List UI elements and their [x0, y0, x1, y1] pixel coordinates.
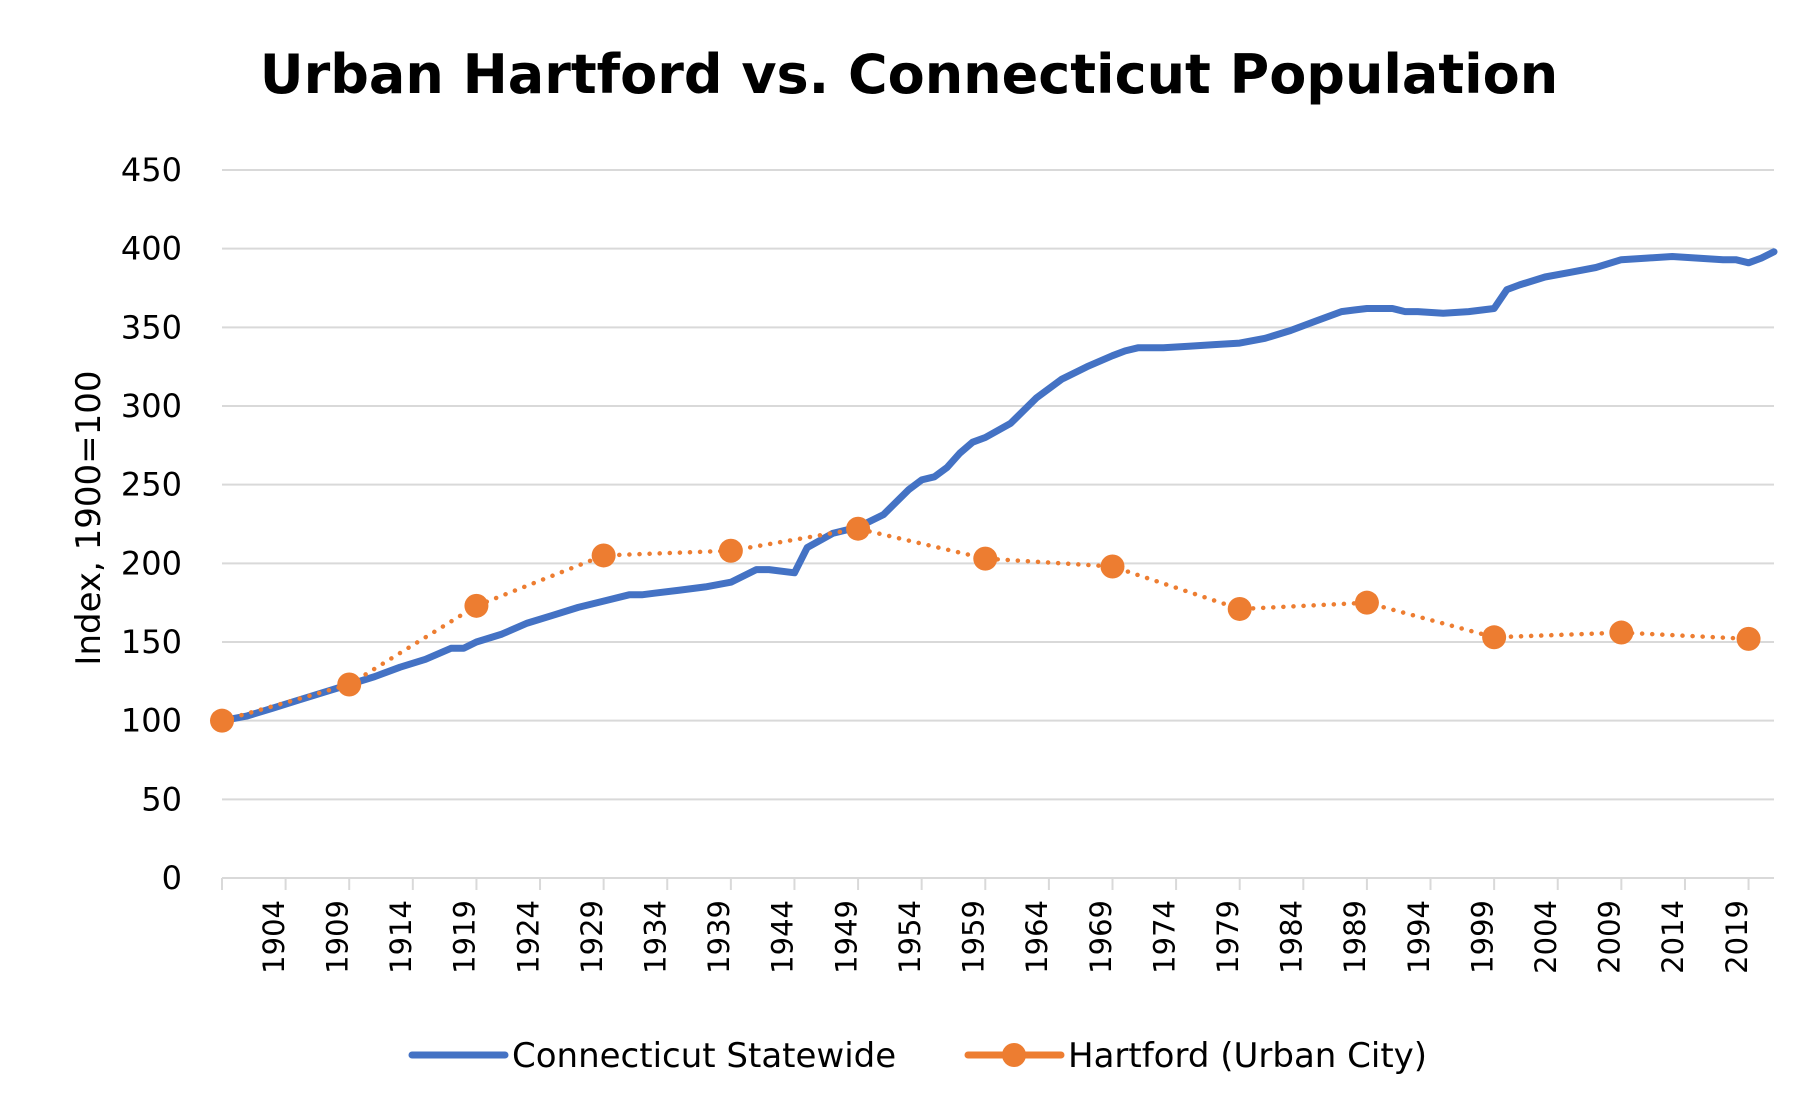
y-tick-label: 250 [121, 466, 182, 504]
data-point-hartford-urban-city [1736, 626, 1761, 651]
x-tick-label: 1954 [893, 900, 927, 974]
x-tick-label: 1999 [1465, 900, 1499, 974]
data-point-hartford-urban-city [464, 593, 489, 618]
series [210, 248, 1778, 733]
series-line-connecticut-statewide [218, 248, 1778, 725]
x-tick-label: 1934 [639, 900, 673, 974]
y-tick-label: 200 [121, 544, 182, 582]
x-tick-label: 1929 [575, 900, 609, 974]
x-tick-label: 1944 [766, 900, 800, 974]
chart-title: Urban Hartford vs. Connecticut Populatio… [260, 43, 1558, 106]
x-tick-label: 1984 [1275, 900, 1309, 974]
legend-item-connecticut-statewide[interactable]: Connecticut Statewide [408, 1036, 896, 1076]
data-point-hartford-urban-city [973, 546, 998, 571]
x-axis [221, 877, 1774, 890]
legend-marker-hartford-urban-city [1002, 1043, 1026, 1067]
y-tick-label: 100 [121, 702, 182, 740]
data-point-hartford-urban-city [718, 538, 743, 563]
y-tick-label: 450 [121, 151, 182, 189]
legend-item-hartford-urban-city[interactable]: Hartford (Urban City) [964, 1036, 1427, 1076]
x-tick-label: 1959 [957, 900, 991, 974]
legend-label-hartford-urban-city: Hartford (Urban City) [1068, 1036, 1427, 1076]
x-tick-label: 1989 [1338, 900, 1372, 974]
data-point-hartford-urban-city [1354, 590, 1379, 615]
y-tick-label: 50 [141, 780, 182, 818]
data-point-hartford-urban-city [846, 516, 871, 541]
data-point-hartford-urban-city [1227, 596, 1252, 621]
x-tick-label: 1914 [384, 900, 418, 974]
legend-label-connecticut-statewide: Connecticut Statewide [512, 1036, 896, 1076]
data-point-hartford-urban-city [1482, 625, 1507, 650]
x-tick-label: 1979 [1211, 900, 1245, 974]
x-tick-label: 1924 [511, 900, 545, 974]
legend[interactable]: Connecticut Statewide Hartford (Urban Ci… [408, 1036, 1427, 1076]
x-tick-label: 1904 [257, 900, 291, 974]
y-tick-label: 300 [121, 387, 182, 425]
y-tick-label: 350 [121, 308, 182, 346]
data-point-hartford-urban-city [337, 672, 362, 697]
x-tick-label: 1994 [1402, 900, 1436, 974]
gridlines [222, 169, 1774, 801]
y-tick-label: 0 [162, 859, 182, 897]
x-tick-label: 1909 [320, 900, 354, 974]
data-point-hartford-urban-city [210, 708, 234, 733]
x-tick-label: 1939 [702, 900, 736, 974]
x-tick-label: 1949 [829, 900, 863, 974]
x-tick-label: 2009 [1593, 900, 1627, 974]
data-point-hartford-urban-city [1609, 620, 1634, 645]
data-point-hartford-urban-city [591, 543, 616, 568]
y-tick-label: 150 [121, 623, 182, 661]
x-tick-label: 2014 [1656, 900, 1690, 974]
y-tick-label: 400 [121, 230, 182, 268]
x-tick-label: 1919 [448, 900, 482, 974]
x-axis-tick-labels: 1904 1909 1914 1919 1924 1929 1934 1939 1944 1949… [257, 900, 1754, 974]
y-axis-tick-labels: 0 50 100 150 200 250 300 350 400 450 [121, 151, 182, 897]
x-tick-label: 2019 [1720, 900, 1754, 974]
y-axis-label: Index, 1900=100 [69, 370, 109, 665]
x-tick-label: 1964 [1020, 900, 1054, 974]
data-point-hartford-urban-city [1100, 554, 1125, 579]
x-tick-label: 1974 [1147, 900, 1181, 974]
x-tick-label: 1969 [1084, 900, 1118, 974]
x-tick-label: 2004 [1529, 900, 1563, 974]
